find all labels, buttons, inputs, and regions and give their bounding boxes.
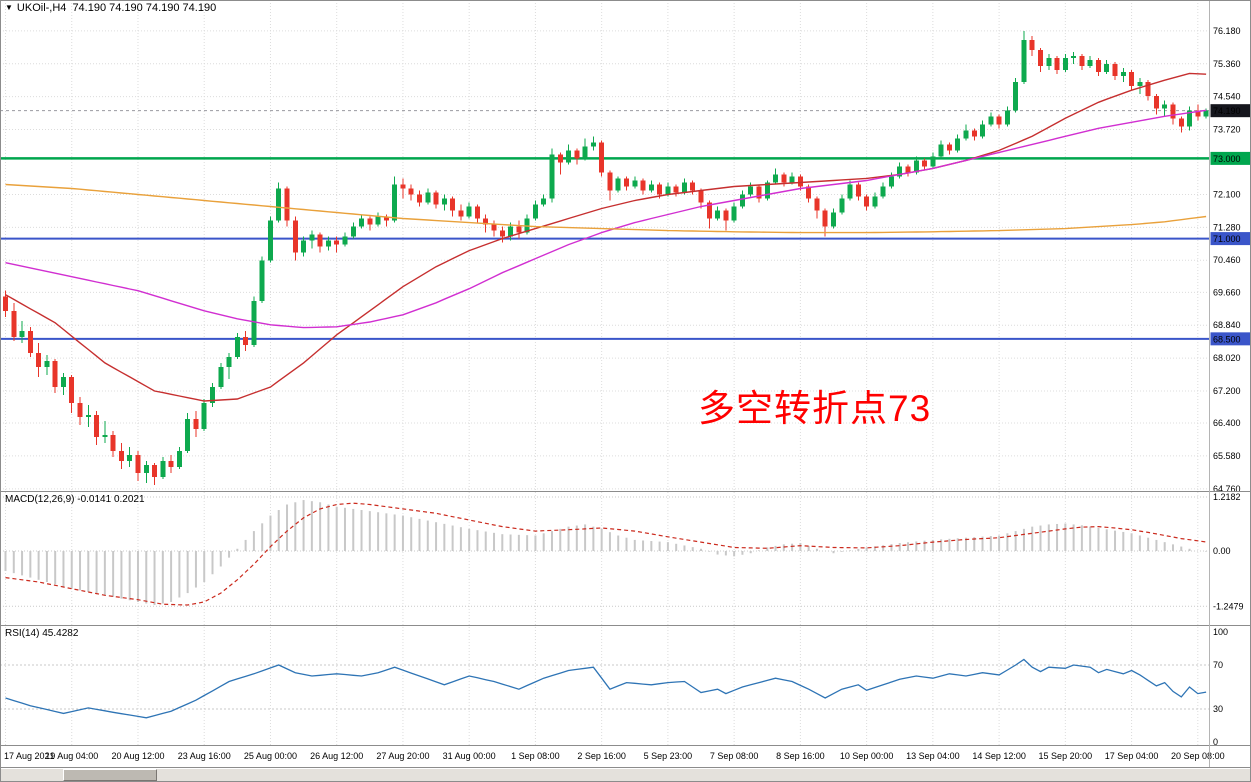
- time-tick-label: 15 Sep 20:00: [1039, 751, 1093, 761]
- time-tick-label: 14 Sep 12:00: [972, 751, 1026, 761]
- svg-text:74.190: 74.190: [1213, 106, 1241, 116]
- price-badge: 74.190: [1210, 104, 1251, 118]
- price-tick-label: 76.180: [1213, 26, 1241, 36]
- price-tick-label: 67.200: [1213, 386, 1241, 396]
- price-tick-label: 69.660: [1213, 287, 1241, 297]
- price-badges: 73.000 71.000 68.500 74.190: [1210, 104, 1251, 346]
- annotation-text: 多空转折点73: [698, 388, 932, 429]
- ma-mid-magenta: [5, 109, 1207, 329]
- time-tick-label: 31 Aug 00:00: [443, 751, 496, 761]
- macd-tick-label: 0.00: [1213, 546, 1231, 556]
- macd-tick-label: 1.2182: [1213, 492, 1241, 502]
- ma-slow-orange: [5, 183, 1207, 234]
- time-tick-label: 17 Sep 04:00: [1105, 751, 1159, 761]
- time-tick-label: 10 Sep 00:00: [840, 751, 894, 761]
- price-badge: 73.000: [1210, 151, 1251, 165]
- rsi-tick-label: 30: [1213, 704, 1223, 714]
- price-tick-label: 64.760: [1213, 484, 1241, 494]
- ohlc-values: 74.190 74.190 74.190 74.190: [72, 2, 217, 14]
- price-badge: 71.000: [1210, 232, 1251, 246]
- time-tick-label: 20 Aug 12:00: [111, 751, 164, 761]
- chart-header: ▼ UKOil-,H4 74.190 74.190 74.190 74.190: [5, 2, 216, 14]
- svg-text:71.000: 71.000: [1213, 234, 1241, 244]
- rsi-indicator-label: RSI(14) 45.4282: [5, 628, 79, 639]
- time-tick-label: 2 Sep 16:00: [577, 751, 626, 761]
- grid-lines: [0, 0, 1209, 745]
- time-tick-label: 8 Sep 16:00: [776, 751, 825, 761]
- price-tick-label: 65.580: [1213, 451, 1241, 461]
- support-resistance-lines: [0, 110, 1209, 340]
- time-tick-label: 25 Aug 00:00: [244, 751, 297, 761]
- macd-tick-label: -1.2479: [1213, 601, 1244, 611]
- moving-averages: [5, 72, 1207, 402]
- time-tick-label: 26 Aug 12:00: [310, 751, 363, 761]
- price-tick-label: 73.720: [1213, 125, 1241, 135]
- price-tick-label: 68.840: [1213, 320, 1241, 330]
- macd-indicator-label: MACD(12,26,9) -0.0141 0.2021: [5, 494, 145, 505]
- horizontal-scrollbar[interactable]: [1, 769, 1250, 781]
- symbol-dropdown-icon[interactable]: ▼: [5, 3, 13, 12]
- time-tick-label: 5 Sep 23:00: [644, 751, 693, 761]
- price-tick-label: 68.020: [1213, 353, 1241, 363]
- time-tick-label: 27 Aug 20:00: [376, 751, 429, 761]
- rsi-indicator: [5, 658, 1207, 719]
- symbol-period-label: UKOil-,H4: [16, 2, 67, 14]
- ma-fast-red: [5, 72, 1207, 402]
- price-tick-label: 72.100: [1213, 189, 1241, 199]
- rsi-tick-label: 70: [1213, 660, 1223, 670]
- scrollbar-thumb[interactable]: [63, 769, 157, 781]
- time-tick-label: 13 Sep 04:00: [906, 751, 960, 761]
- price-tick-label: 71.280: [1213, 222, 1241, 232]
- time-tick-label: 23 Aug 16:00: [178, 751, 231, 761]
- time-tick-label: 20 Sep 08:00: [1171, 751, 1225, 761]
- price-tick-label: 66.400: [1213, 418, 1241, 428]
- time-tick-label: 7 Sep 08:00: [710, 751, 759, 761]
- candlesticks: [3, 30, 1209, 486]
- price-tick-label: 74.540: [1213, 92, 1241, 102]
- price-badge: 68.500: [1210, 332, 1251, 346]
- price-axis: 76.180 75.360 74.540 73.720 72.100 71.280 70.4…: [1213, 26, 1244, 747]
- svg-text:73.000: 73.000: [1213, 154, 1241, 164]
- svg-text:68.500: 68.500: [1213, 334, 1241, 344]
- macd-indicator: [4, 500, 1208, 606]
- rsi-tick-label: 100: [1213, 627, 1228, 637]
- time-tick-label: 17 Aug 2021: [4, 751, 55, 761]
- price-tick-label: 75.360: [1213, 59, 1241, 69]
- time-tick-label: 19 Aug 04:00: [45, 751, 98, 761]
- rsi-tick-label: 0: [1213, 737, 1218, 747]
- price-tick-label: 70.460: [1213, 255, 1241, 265]
- time-tick-label: 1 Sep 08:00: [511, 751, 560, 761]
